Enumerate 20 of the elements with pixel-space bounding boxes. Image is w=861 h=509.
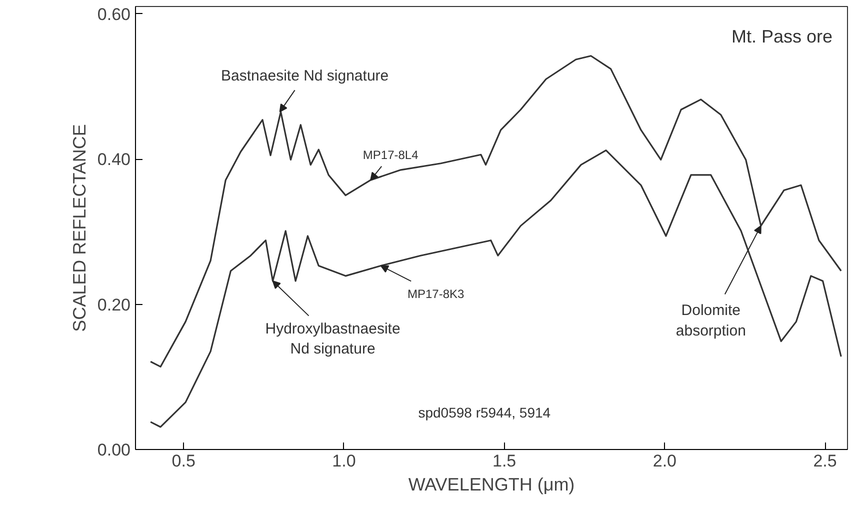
annotation: Bastnaesite Nd signature [221,67,389,84]
series-label: MP17-8L4 [362,148,419,162]
annotation: Mt. Pass ore [731,26,832,46]
x-tick-label: 2.5 [813,452,837,470]
annotation: Dolomite absorption [676,302,746,340]
x-tick-label: 2.0 [652,452,677,470]
y-tick-label: 0.40 [97,150,131,170]
x-tick-label: 1.5 [492,452,516,470]
y-tick-label: 0.60 [97,4,131,24]
line-series [150,149,842,428]
y-tick-label: 0.20 [97,295,131,314]
x-tick-label: 0.5 [172,452,196,470]
x-axis-title: WAVELENGTH (μm) [408,474,575,494]
y-tick-label: 0.00 [97,440,131,460]
x-tick-label: 1.0 [332,452,356,470]
text: MP17-8K3 [408,286,465,301]
annotation: Hydroxylbastnaesite Nd signature [265,320,400,358]
annotation: spd0598 r5944, 5914 [418,404,551,420]
line-series [150,55,842,368]
y-axis-title: SCALED REFLECTANCE [69,124,90,332]
